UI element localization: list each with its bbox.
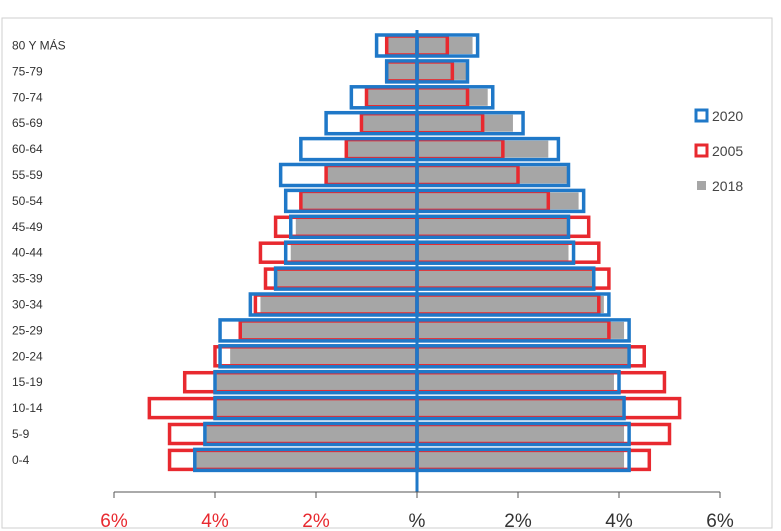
x-tick-label: %	[409, 511, 426, 531]
bar-2018-right-60-64	[417, 140, 549, 158]
bar-2018-left-5-9	[204, 425, 417, 443]
bar-2018-left-70-74	[366, 88, 417, 106]
x-tick-label: 6%	[100, 511, 128, 531]
bar-2018-right-55-59	[417, 166, 569, 184]
x-tick-label: 4%	[201, 511, 229, 531]
bar-2018-right-35-39	[417, 270, 594, 288]
bar-2018-right-50-54	[417, 192, 579, 210]
age-label-80-y-m-s: 80 Y MÁS	[12, 38, 66, 53]
bar-2018-right-45-49	[417, 218, 569, 236]
bar-2018-left-80-y-m-s	[386, 37, 417, 54]
legend-label-2005: 2005	[712, 143, 743, 159]
age-label-0-4: 0-4	[12, 453, 30, 467]
bar-2018-right-80-y-m-s	[417, 37, 473, 54]
bar-2018-left-10-14	[215, 399, 417, 417]
x-tick-label: 6%	[706, 511, 734, 531]
age-label-45-49: 45-49	[12, 220, 43, 234]
x-axis: 6% 4% 2%% 2% 4% 6%	[100, 30, 734, 531]
legend-swatch-2018	[697, 181, 706, 190]
bar-2018-right-0-4	[417, 451, 625, 469]
age-label-10-14: 10-14	[12, 401, 43, 415]
bar-2018-right-15-19	[417, 373, 614, 391]
bar-2018-right-5-9	[417, 425, 625, 443]
bar-2018-left-65-69	[361, 114, 417, 132]
bar-2018-left-15-19	[215, 373, 417, 391]
bars-layer	[147, 33, 682, 473]
bar-2018-right-65-69	[417, 114, 513, 132]
bar-2018-left-40-44	[290, 244, 417, 262]
legend-label-2018: 2018	[712, 178, 743, 194]
bar-2018-left-30-34	[260, 296, 417, 313]
bar-2018-left-75-79	[386, 62, 417, 80]
bar-2018-right-30-34	[417, 296, 604, 313]
bar-2018-left-20-24	[230, 347, 417, 365]
bar-2018-right-25-29	[417, 321, 625, 339]
age-label-30-34: 30-34	[12, 298, 43, 312]
x-tick-label: 2%	[504, 511, 532, 531]
bar-2018-right-40-44	[417, 244, 569, 262]
age-label-15-19: 15-19	[12, 375, 43, 389]
bar-2018-left-45-49	[295, 218, 417, 236]
age-label-20-24: 20-24	[12, 349, 43, 363]
age-label-25-29: 25-29	[12, 323, 43, 337]
age-group-labels: 80 Y MÁS 75-79 70-74 65-69 60-64 55-59 50-54 45…	[12, 38, 66, 467]
bar-2018-right-20-24	[417, 347, 630, 365]
bar-2018-left-0-4	[194, 451, 417, 469]
age-label-60-64: 60-64	[12, 142, 43, 156]
bar-2018-left-50-54	[300, 192, 417, 210]
age-label-35-39: 35-39	[12, 272, 43, 286]
x-tick-label: 4%	[605, 511, 633, 531]
x-tick-label: 2%	[302, 511, 330, 531]
bar-2018-left-35-39	[275, 270, 417, 288]
age-label-55-59: 55-59	[12, 168, 43, 182]
legend-label-2020: 2020	[712, 108, 743, 124]
age-label-75-79: 75-79	[12, 64, 43, 78]
age-label-40-44: 40-44	[12, 246, 43, 260]
bar-2018-left-25-29	[240, 321, 417, 339]
bar-2018-left-55-59	[326, 166, 417, 184]
age-label-5-9: 5-9	[12, 427, 30, 441]
bar-2018-right-10-14	[417, 399, 625, 417]
legend-swatch-2020	[694, 108, 709, 123]
legend: 2020 2005 2018	[694, 108, 743, 194]
bar-2018-right-75-79	[417, 62, 468, 80]
bar-2018-right-70-74	[417, 88, 488, 106]
age-label-65-69: 65-69	[12, 116, 43, 130]
age-label-70-74: 70-74	[12, 90, 43, 104]
legend-swatch-2005	[694, 143, 709, 158]
age-label-50-54: 50-54	[12, 194, 43, 208]
bar-2018-left-60-64	[346, 140, 417, 158]
